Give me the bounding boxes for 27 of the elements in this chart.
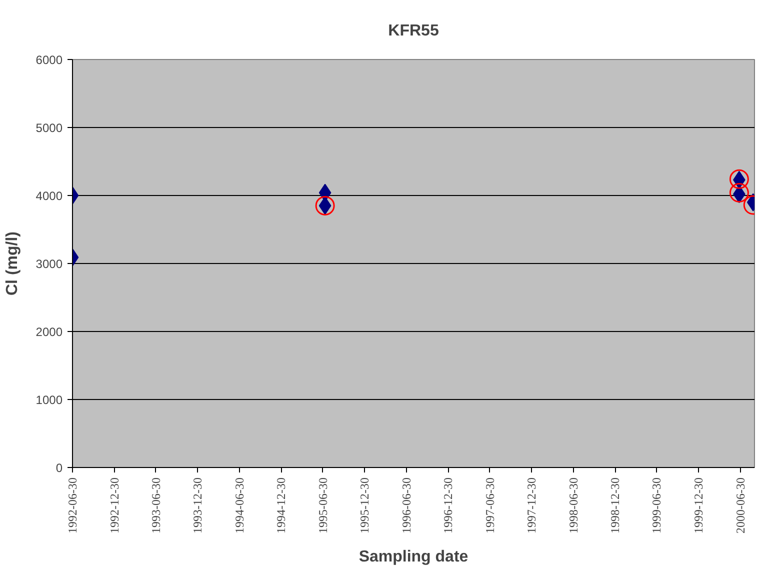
y-tick-label: 0 — [56, 461, 63, 475]
x-tick-label: 1994-06-30 — [232, 477, 246, 534]
x-tick-label: 1998-06-30 — [566, 477, 580, 534]
x-tick-label: 1993-06-30 — [148, 477, 163, 534]
x-tick-label: 1996-06-30 — [399, 477, 414, 534]
x-tick-label: 1996-12-30 — [441, 477, 456, 534]
x-tick-label: 1992-06-30 — [66, 477, 80, 534]
y-tick-label: 3000 — [36, 257, 63, 271]
y-tick-label: 2000 — [36, 325, 63, 339]
y-tick-label: 1000 — [36, 393, 63, 407]
y-tick-label: 4000 — [36, 189, 63, 203]
x-tick-label: 1995-06-30 — [316, 477, 330, 534]
x-tick-label: 1997-12-30 — [524, 477, 539, 534]
x-tick-label: 1995-12-30 — [358, 477, 372, 534]
x-tick-label: 1993-12-30 — [190, 477, 205, 534]
y-axis-title: Cl (mg/l) — [4, 231, 21, 296]
x-tick-label: 1999-12-30 — [692, 477, 706, 534]
chart-title: KFR55 — [388, 22, 439, 40]
x-tick-label: 1999-06-30 — [650, 477, 664, 534]
y-tick-label: 5000 — [36, 121, 63, 135]
x-tick-label: 1994-12-30 — [274, 477, 288, 534]
x-tick-label: 1998-12-30 — [608, 477, 622, 534]
x-axis-title: Sampling date — [358, 548, 468, 566]
y-tick-label: 6000 — [36, 53, 63, 67]
x-tick-label: 2000-06-30 — [733, 477, 748, 534]
x-tick-label: 1992-12-30 — [107, 477, 122, 534]
x-tick-label: 1997-06-30 — [482, 477, 497, 534]
